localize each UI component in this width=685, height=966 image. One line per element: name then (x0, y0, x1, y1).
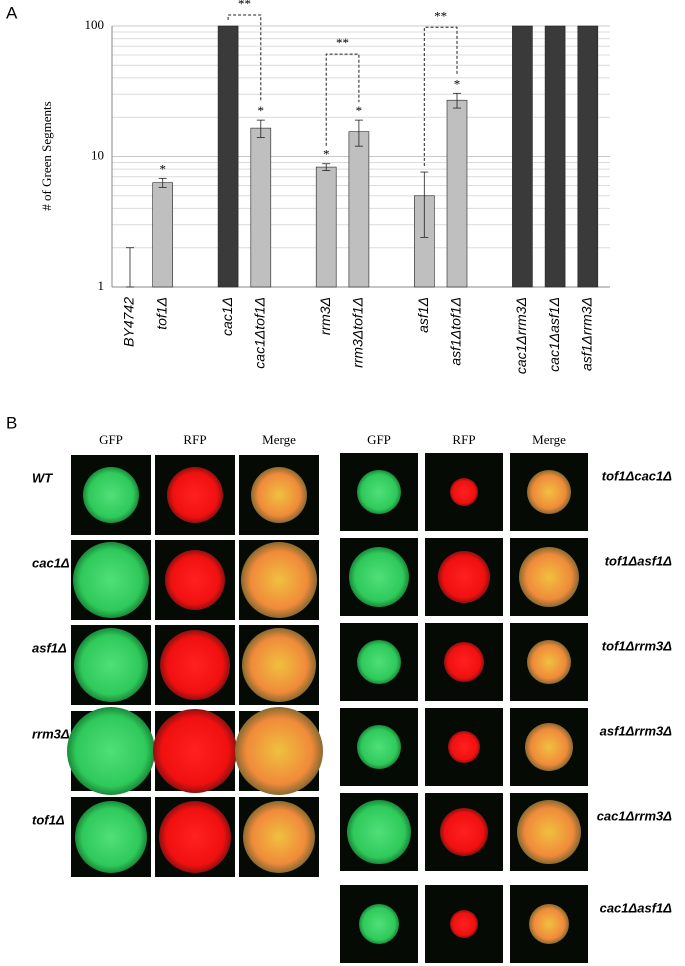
error-bar (322, 163, 331, 171)
column-header: Merge (262, 432, 296, 447)
significance-bracket (227, 14, 262, 103)
y-tick-label: 100 (85, 17, 105, 32)
error-bar (158, 177, 167, 188)
x-tick-label: cac1Δasf1Δ (546, 297, 562, 372)
colony (527, 640, 571, 684)
x-tick-label: tof1Δ (153, 297, 169, 330)
bar (348, 131, 370, 288)
x-tick-label: cac1Δ (219, 297, 235, 336)
colony (519, 547, 579, 607)
y-tick-label: 10 (91, 147, 104, 162)
significance-bracket (423, 26, 458, 167)
bar (250, 127, 272, 288)
colony (357, 470, 401, 514)
x-tick-label: rrm3Δtof1Δ (350, 297, 366, 368)
bar (577, 25, 599, 288)
bar (315, 166, 337, 288)
strain-label: tof1Δasf1Δ (605, 553, 673, 568)
colony (450, 910, 478, 938)
bar (446, 99, 468, 288)
colony (235, 707, 323, 795)
colony (73, 542, 149, 618)
strain-label: rrm3Δ (32, 726, 70, 741)
colony (74, 628, 148, 702)
significance-label: ** (336, 35, 349, 50)
significance-star: * (323, 147, 330, 162)
significance-label: ** (434, 8, 447, 23)
x-tick-label: asf1Δ (415, 297, 431, 333)
x-tick-label: BY4742 (121, 297, 137, 347)
bar (512, 25, 533, 288)
y-axis-label: # of Green Segments (39, 101, 54, 210)
bar (217, 25, 239, 288)
strain-label: cac1Δrrm3Δ (597, 808, 673, 823)
strain-label: asf1Δrrm3Δ (600, 723, 673, 738)
error-bar (256, 119, 265, 138)
strain-label: tof1Δrrm3Δ (602, 638, 672, 653)
x-tick-label: asf1Δrrm3Δ (579, 297, 595, 371)
colony (347, 800, 411, 864)
column-header: Merge (532, 432, 566, 447)
colony (517, 800, 581, 864)
bar (544, 25, 566, 288)
column-header: GFP (99, 432, 123, 447)
colony (67, 707, 155, 795)
colony (241, 542, 317, 618)
error-bar (354, 119, 363, 147)
strain-label: tof1Δcac1Δ (602, 468, 672, 483)
strain-label: asf1Δ (32, 640, 67, 655)
error-bar (453, 92, 461, 109)
panel-label: B (6, 413, 17, 432)
colony (251, 467, 307, 523)
colony (357, 725, 401, 769)
colony (359, 904, 399, 944)
significance-bracket (325, 53, 360, 146)
colony (448, 731, 480, 763)
x-tick-label: asf1Δtof1Δ (448, 297, 464, 366)
colony (450, 478, 478, 506)
strain-label: cac1Δasf1Δ (600, 900, 673, 915)
x-tick-label: rrm3Δ (317, 297, 333, 335)
colony (153, 709, 237, 793)
strain-label: WT (32, 470, 53, 485)
error-bar (126, 247, 134, 288)
x-tick-label: cac1Δtof1Δ (252, 297, 268, 369)
colony (357, 640, 401, 684)
panel-label: A (6, 3, 18, 22)
colony (349, 547, 409, 607)
colony (160, 630, 230, 700)
bar (152, 182, 173, 288)
colony (167, 467, 223, 523)
colony (75, 801, 147, 873)
column-header: GFP (367, 432, 391, 447)
column-header: RFP (183, 432, 206, 447)
y-tick-label: 1 (98, 278, 105, 293)
colony (243, 801, 315, 873)
significance-star: * (454, 76, 461, 91)
colony (529, 904, 569, 944)
colony (159, 801, 231, 873)
x-tick-label: cac1Δrrm3Δ (513, 297, 529, 374)
significance-label: ** (238, 0, 251, 11)
colony (527, 470, 571, 514)
significance-star: * (356, 103, 363, 118)
colony (444, 642, 484, 682)
strain-label: tof1Δ (32, 812, 65, 827)
strain-label: cac1Δ (32, 555, 70, 570)
significance-star: * (258, 103, 265, 118)
colony (242, 628, 316, 702)
colony (525, 723, 573, 771)
colony (83, 467, 139, 523)
colony (440, 808, 488, 856)
column-header: RFP (452, 432, 475, 447)
colony (165, 550, 225, 610)
significance-star: * (159, 161, 166, 176)
colony (438, 551, 490, 603)
error-bar (420, 171, 429, 238)
